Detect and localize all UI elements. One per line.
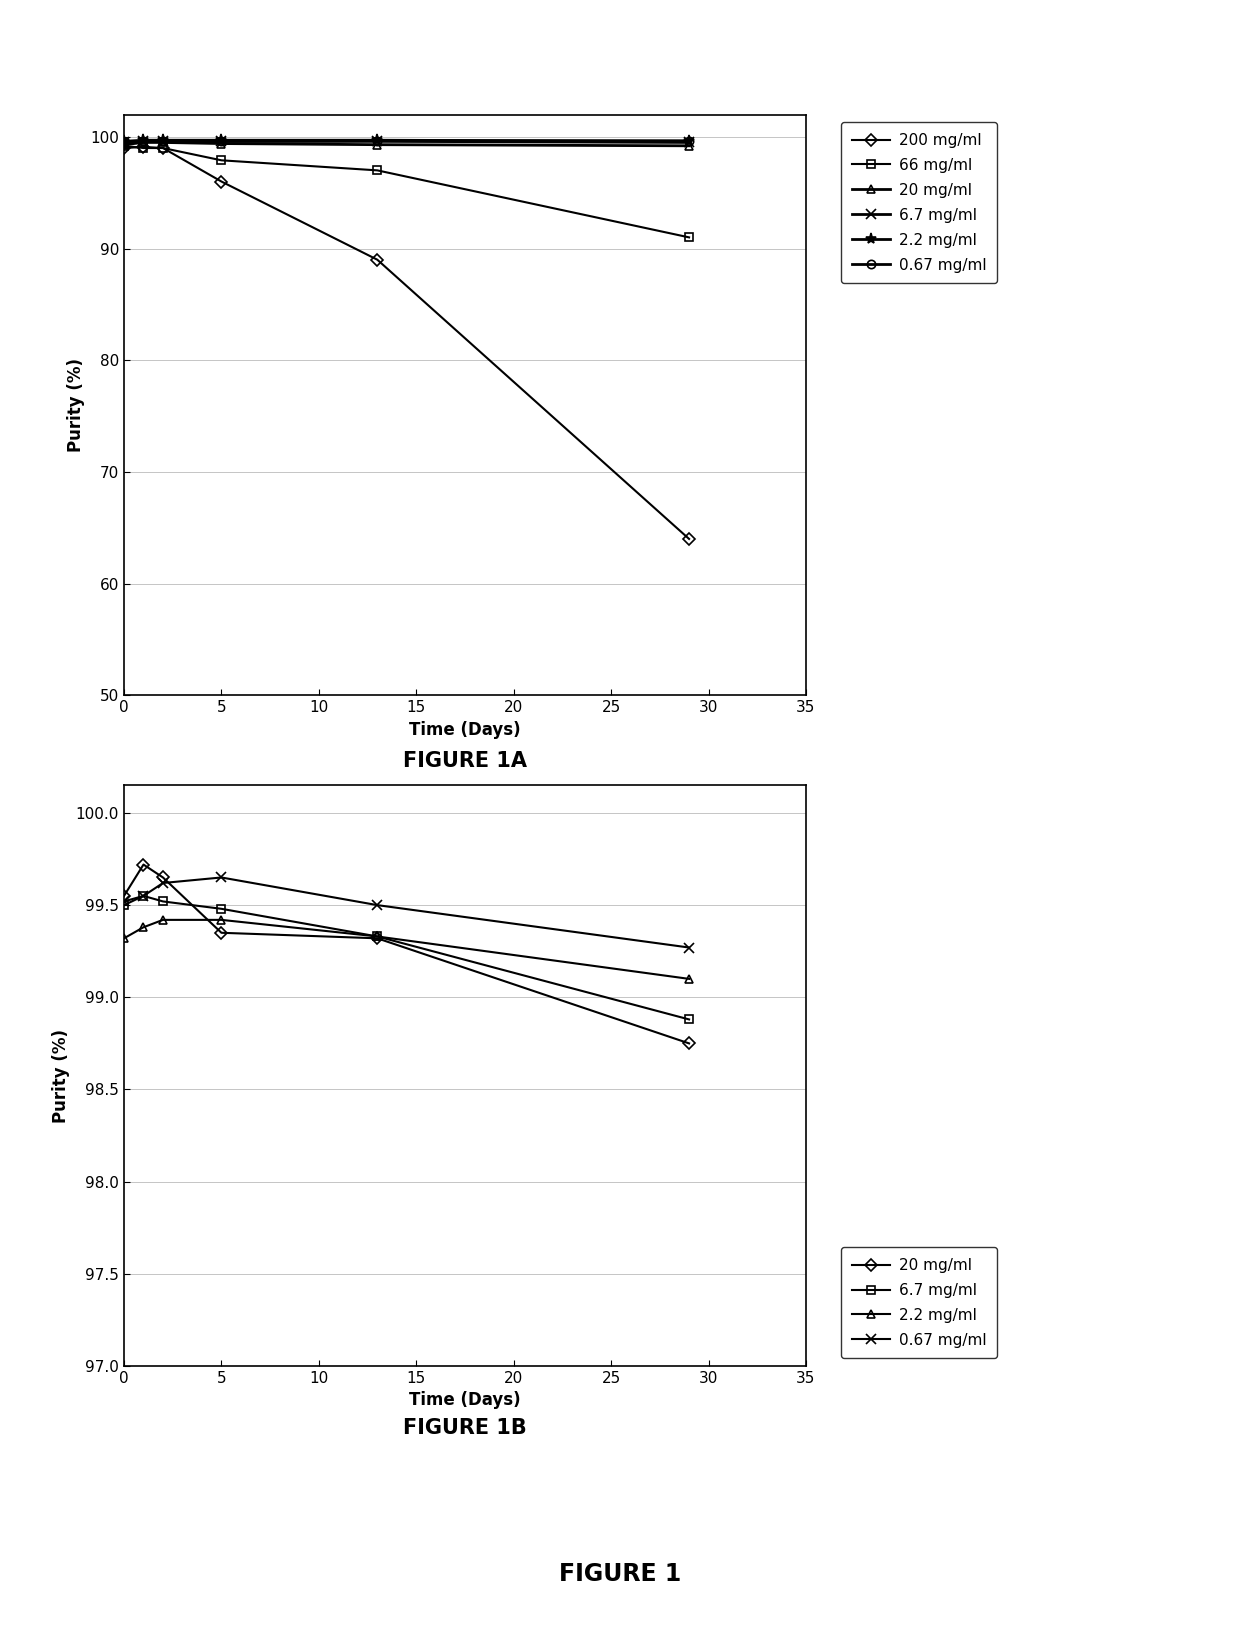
Line: 66 mg/ml: 66 mg/ml xyxy=(120,142,693,242)
Y-axis label: Purity (%): Purity (%) xyxy=(52,1029,71,1122)
20 mg/ml xyxy=(136,133,151,152)
20 mg/ml xyxy=(155,867,170,887)
Text: FIGURE 1: FIGURE 1 xyxy=(559,1562,681,1585)
2.2 mg/ml xyxy=(136,918,151,937)
20 mg/ml xyxy=(117,887,131,906)
20 mg/ml xyxy=(370,929,384,949)
6.7 mg/ml xyxy=(136,887,151,906)
0.67 mg/ml xyxy=(117,133,131,152)
6.7 mg/ml xyxy=(136,131,151,151)
Legend: 20 mg/ml, 6.7 mg/ml, 2.2 mg/ml, 0.67 mg/ml: 20 mg/ml, 6.7 mg/ml, 2.2 mg/ml, 0.67 mg/… xyxy=(841,1247,997,1358)
6.7 mg/ml xyxy=(215,131,229,151)
6.7 mg/ml xyxy=(117,895,131,915)
Line: 6.7 mg/ml: 6.7 mg/ml xyxy=(120,892,693,1024)
6.7 mg/ml xyxy=(682,133,697,152)
0.67 mg/ml xyxy=(682,937,697,957)
Line: 2.2 mg/ml: 2.2 mg/ml xyxy=(119,134,694,147)
Line: 0.67 mg/ml: 0.67 mg/ml xyxy=(119,872,694,952)
Line: 2.2 mg/ml: 2.2 mg/ml xyxy=(120,916,693,983)
20 mg/ml xyxy=(215,923,229,942)
0.67 mg/ml xyxy=(117,892,131,911)
6.7 mg/ml xyxy=(370,131,384,151)
2.2 mg/ml xyxy=(682,131,697,151)
20 mg/ml xyxy=(682,1034,697,1054)
20 mg/ml xyxy=(117,134,131,154)
20 mg/ml xyxy=(136,854,151,874)
200 mg/ml xyxy=(215,172,229,191)
Line: 200 mg/ml: 200 mg/ml xyxy=(120,142,693,543)
200 mg/ml xyxy=(155,137,170,157)
2.2 mg/ml xyxy=(136,131,151,151)
6.7 mg/ml xyxy=(155,892,170,911)
2.2 mg/ml xyxy=(215,910,229,929)
X-axis label: Time (Days): Time (Days) xyxy=(409,721,521,739)
6.7 mg/ml xyxy=(117,133,131,152)
2.2 mg/ml xyxy=(155,910,170,929)
0.67 mg/ml xyxy=(370,131,384,151)
200 mg/ml xyxy=(682,528,697,548)
66 mg/ml xyxy=(370,160,384,180)
2.2 mg/ml xyxy=(682,969,697,988)
Line: 20 mg/ml: 20 mg/ml xyxy=(120,861,693,1047)
Text: FIGURE 1A: FIGURE 1A xyxy=(403,751,527,771)
200 mg/ml xyxy=(117,137,131,157)
2.2 mg/ml xyxy=(155,131,170,151)
66 mg/ml xyxy=(155,137,170,157)
0.67 mg/ml xyxy=(215,867,229,887)
Line: 6.7 mg/ml: 6.7 mg/ml xyxy=(119,136,694,147)
0.67 mg/ml xyxy=(215,131,229,151)
0.67 mg/ml xyxy=(136,131,151,151)
0.67 mg/ml xyxy=(370,895,384,915)
20 mg/ml xyxy=(155,133,170,152)
2.2 mg/ml xyxy=(215,131,229,151)
6.7 mg/ml xyxy=(682,1009,697,1029)
66 mg/ml xyxy=(136,137,151,157)
6.7 mg/ml xyxy=(215,900,229,919)
20 mg/ml xyxy=(370,134,384,154)
Line: 20 mg/ml: 20 mg/ml xyxy=(120,139,693,151)
66 mg/ml xyxy=(682,227,697,247)
20 mg/ml xyxy=(682,136,697,155)
66 mg/ml xyxy=(117,136,131,155)
2.2 mg/ml xyxy=(370,926,384,946)
Legend: 200 mg/ml, 66 mg/ml, 20 mg/ml, 6.7 mg/ml, 2.2 mg/ml, 0.67 mg/ml: 200 mg/ml, 66 mg/ml, 20 mg/ml, 6.7 mg/ml… xyxy=(841,123,997,283)
Line: 0.67 mg/ml: 0.67 mg/ml xyxy=(120,136,693,147)
200 mg/ml xyxy=(370,250,384,270)
Y-axis label: Purity (%): Purity (%) xyxy=(67,358,84,452)
200 mg/ml xyxy=(136,137,151,157)
0.67 mg/ml xyxy=(136,887,151,906)
6.7 mg/ml xyxy=(370,926,384,946)
0.67 mg/ml xyxy=(682,131,697,151)
20 mg/ml xyxy=(215,134,229,154)
Text: FIGURE 1B: FIGURE 1B xyxy=(403,1418,527,1438)
2.2 mg/ml xyxy=(117,131,131,151)
0.67 mg/ml xyxy=(155,131,170,151)
0.67 mg/ml xyxy=(155,874,170,893)
66 mg/ml xyxy=(215,151,229,170)
X-axis label: Time (Days): Time (Days) xyxy=(409,1392,521,1410)
2.2 mg/ml xyxy=(117,929,131,949)
2.2 mg/ml xyxy=(370,131,384,151)
6.7 mg/ml xyxy=(155,131,170,151)
